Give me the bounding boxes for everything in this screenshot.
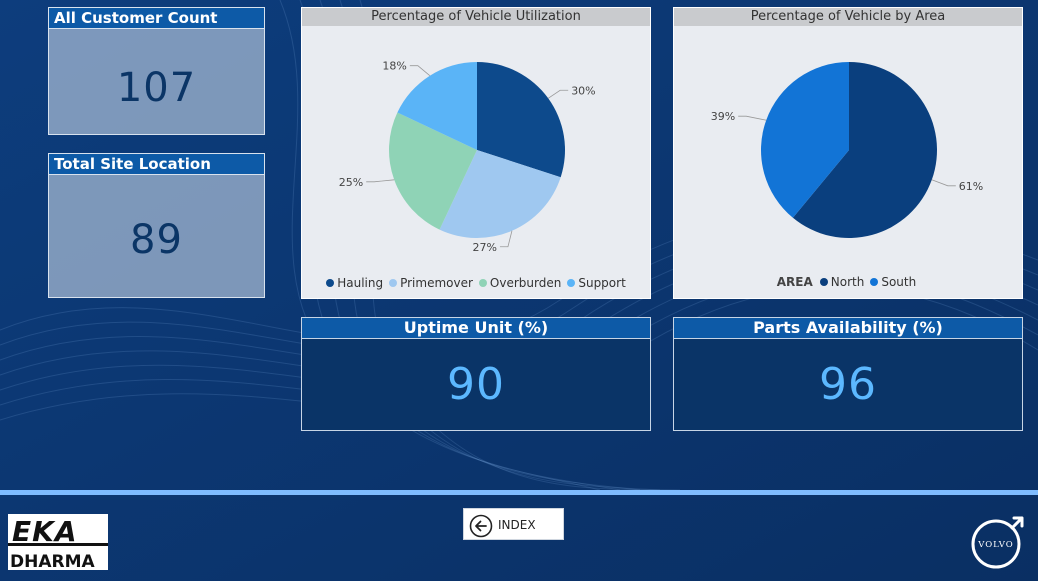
chart-title: Percentage of Vehicle Utilization bbox=[302, 8, 650, 26]
legend-item-north[interactable]: North bbox=[819, 275, 865, 289]
customer-count-label: All Customer Count bbox=[49, 8, 264, 29]
legend-item-south[interactable]: South bbox=[870, 275, 916, 289]
legend-dot-icon bbox=[567, 279, 576, 287]
pie-leader-line bbox=[931, 179, 956, 187]
parts-availability-label: Parts Availability (%) bbox=[674, 318, 1022, 339]
pie-data-label: 39% bbox=[711, 110, 735, 123]
site-location-label: Total Site Location bbox=[49, 154, 264, 175]
pie-leader-line bbox=[499, 230, 513, 248]
index-button[interactable]: INDEX bbox=[463, 508, 564, 540]
legend-label: Hauling bbox=[337, 276, 384, 290]
legend-dot-icon bbox=[478, 279, 487, 287]
uptime-label: Uptime Unit (%) bbox=[302, 318, 650, 339]
customer-count-card: All Customer Count 107 bbox=[48, 7, 265, 135]
pie-slice-north[interactable] bbox=[792, 62, 938, 239]
pie-data-label: 18% bbox=[382, 60, 406, 73]
legend-label: South bbox=[881, 275, 917, 289]
legend-dot-icon bbox=[389, 279, 398, 287]
pie-leader-line bbox=[409, 65, 431, 77]
legend-label: Support bbox=[578, 276, 626, 290]
customer-count-value: 107 bbox=[116, 65, 197, 111]
pie-slice-primemover[interactable] bbox=[439, 150, 561, 238]
pie-slice-hauling[interactable] bbox=[477, 62, 565, 178]
svg-text:EKA: EKA bbox=[12, 515, 78, 548]
vehicle-by-area-chart[interactable]: Percentage of Vehicle by Area 61% 39% ARE… bbox=[673, 7, 1023, 299]
svg-text:VOLVO: VOLVO bbox=[977, 540, 1014, 550]
svg-text:DHARMA: DHARMA bbox=[10, 552, 96, 570]
pie-data-label: 61% bbox=[959, 180, 983, 193]
legend-item-support[interactable]: Support bbox=[567, 276, 626, 290]
legend-dot-icon bbox=[870, 278, 879, 286]
legend-dot-icon bbox=[819, 278, 828, 286]
pie-data-label: 27% bbox=[472, 241, 496, 254]
legend-item-overburden[interactable]: Overburden bbox=[478, 276, 562, 290]
legend-item-primemover[interactable]: Primemover bbox=[389, 276, 473, 290]
legend-label: Overburden bbox=[489, 276, 562, 290]
legend-label: Primemover bbox=[400, 276, 473, 290]
index-button-label: INDEX bbox=[498, 518, 536, 532]
uptime-card: Uptime Unit (%) 90 bbox=[301, 317, 651, 431]
utilization-legend: Hauling Primemover Overburden Support bbox=[302, 276, 650, 290]
legend-item-hauling[interactable]: Hauling bbox=[326, 276, 383, 290]
legend-label: North bbox=[830, 275, 865, 289]
pie-slice-south[interactable] bbox=[761, 62, 849, 218]
pie-data-label: 30% bbox=[571, 84, 595, 97]
area-pie: 61% 39% bbox=[711, 62, 983, 239]
utilization-pie: 30% 27% 25% 18% bbox=[339, 60, 596, 254]
pie-leader-line bbox=[547, 89, 569, 99]
volvo-logo: VOLVO bbox=[970, 516, 1026, 576]
site-location-card: Total Site Location 89 bbox=[48, 153, 265, 298]
legend-title: AREA bbox=[776, 275, 813, 289]
eka-dharma-logo: EKA DHARMA bbox=[8, 514, 108, 574]
legend-dot-icon bbox=[326, 279, 335, 287]
chart-title: Percentage of Vehicle by Area bbox=[674, 8, 1022, 26]
parts-availability-card: Parts Availability (%) 96 bbox=[673, 317, 1023, 431]
uptime-value: 90 bbox=[447, 359, 505, 410]
pie-slice-support[interactable] bbox=[397, 62, 477, 150]
site-location-value: 89 bbox=[130, 217, 183, 263]
pie-data-label: 25% bbox=[339, 176, 363, 189]
pie-leader-line bbox=[366, 179, 395, 183]
pie-leader-line bbox=[738, 115, 767, 121]
pie-slice-overburden[interactable] bbox=[389, 112, 477, 230]
area-legend: AREA North South bbox=[674, 275, 1022, 289]
arrow-left-circle-icon bbox=[469, 514, 493, 538]
parts-availability-value: 96 bbox=[819, 359, 877, 410]
vehicle-utilization-chart[interactable]: Percentage of Vehicle Utilization 30% 27%… bbox=[301, 7, 651, 299]
footer-divider bbox=[0, 490, 1038, 495]
